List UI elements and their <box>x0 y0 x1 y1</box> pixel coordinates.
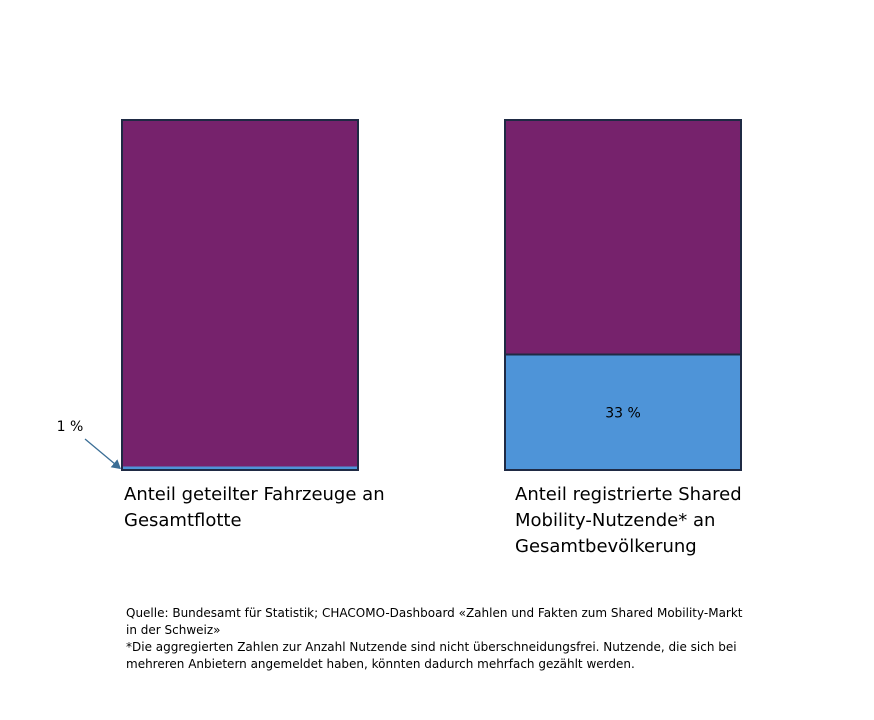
source-note: Quelle: Bundesamt für Statistik; CHACOMO… <box>126 606 743 637</box>
data-label-1-0: 33 % <box>605 405 641 421</box>
bar-segment-0-0 <box>122 466 358 470</box>
bar-segment-0-1 <box>122 120 358 467</box>
data-label-0-0: 1 % <box>57 419 84 435</box>
bar-outline-0 <box>121 119 359 471</box>
bar-segment-1-0 <box>505 354 741 470</box>
bar-outline-1 <box>504 119 742 471</box>
category-label-shared-mobility-users: Anteil registrierte Shared Mobility-Nutz… <box>515 484 742 557</box>
data-label-pointer-0-0 <box>84 438 121 470</box>
category-label-shared-vehicles: Anteil geteilter Fahrzeuge an Gesamtflot… <box>124 484 385 531</box>
bar-segment-1-1 <box>505 120 741 355</box>
footnote: *Die aggregierten Zahlen zur Anzahl Nutz… <box>126 640 737 671</box>
chart-notes: Quelle: Bundesamt für Statistik; CHACOMO… <box>126 605 746 673</box>
